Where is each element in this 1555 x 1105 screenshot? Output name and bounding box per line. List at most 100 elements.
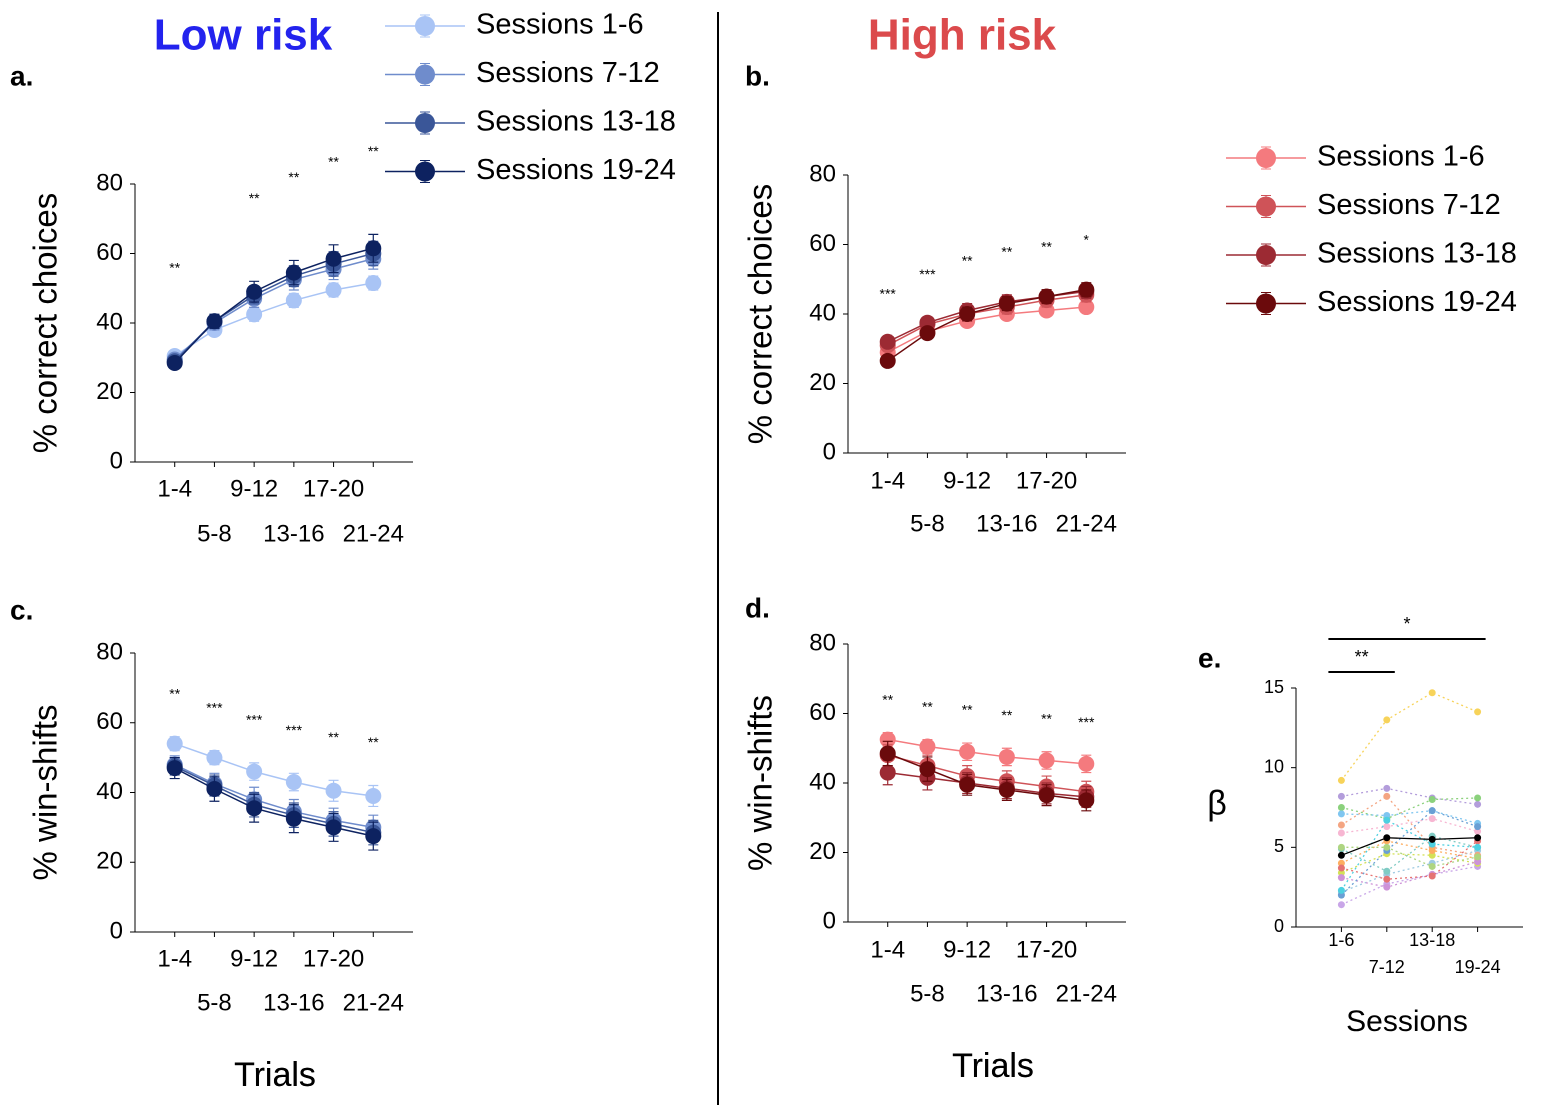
marker (365, 275, 382, 292)
legend-marker (1256, 293, 1276, 314)
series-line (174, 742, 374, 797)
x-tick-label: 13-16 (263, 520, 324, 547)
marker (325, 281, 342, 298)
panel-label: c. (10, 594, 33, 625)
marker (365, 787, 382, 804)
series-line (887, 294, 1087, 346)
x-tick-label: 21-24 (343, 989, 404, 1016)
marker (1337, 821, 1345, 829)
y-tick-label: 10 (1264, 756, 1284, 776)
y-tick-label: 60 (96, 708, 123, 735)
series-line (1340, 819, 1478, 891)
marker (919, 761, 936, 778)
y-axis-label: β (1207, 784, 1227, 822)
marker (365, 240, 382, 257)
x-tick-label: 5-8 (910, 510, 945, 537)
x-tick-label: 17-20 (303, 475, 364, 502)
series-line (1341, 835, 1478, 872)
marker (1038, 288, 1055, 305)
marker (1428, 796, 1436, 804)
marker (285, 264, 302, 281)
marker (1337, 829, 1345, 837)
y-tick-label: 80 (96, 638, 123, 665)
marker (1383, 792, 1391, 800)
marker (1428, 835, 1436, 843)
significance: ** (169, 260, 180, 276)
marker (1474, 800, 1482, 808)
marker (166, 735, 183, 752)
y-tick-label: 40 (809, 768, 836, 795)
marker (879, 764, 896, 781)
significance: ** (962, 702, 973, 718)
x-tick-label: 21-24 (1056, 510, 1117, 537)
marker (1383, 834, 1391, 842)
panel-label: e. (1198, 642, 1221, 673)
significance: ** (288, 169, 299, 185)
marker (325, 819, 342, 836)
marker (1078, 299, 1095, 316)
x-tick-label: 17-20 (1016, 467, 1077, 494)
y-tick-label: 0 (110, 917, 123, 944)
x-axis-label: Trials (952, 1047, 1034, 1085)
marker (285, 774, 302, 791)
marker (365, 828, 382, 845)
legend-label: Sessions 13-18 (476, 106, 676, 138)
series-line (1341, 865, 1478, 906)
significance: ** (1041, 238, 1052, 254)
series-line (1341, 861, 1478, 888)
legend-marker (1256, 196, 1276, 217)
group-title: Low risk (154, 11, 333, 60)
marker (325, 782, 342, 799)
legend-label: Sessions 7-12 (476, 57, 660, 89)
marker (166, 760, 183, 777)
series-line (1341, 817, 1478, 834)
x-axis-label: Sessions (1346, 1005, 1468, 1038)
x-tick-label: 1-4 (870, 467, 905, 494)
y-tick-label: 15 (1264, 677, 1284, 697)
marker (959, 306, 976, 322)
x-tick-label: 19-24 (1455, 957, 1501, 977)
marker (879, 731, 896, 748)
series-line (1341, 840, 1478, 864)
series-line (887, 288, 1087, 362)
marker (1474, 823, 1482, 831)
marker (325, 250, 342, 267)
series-line (174, 257, 374, 361)
marker (1337, 776, 1345, 784)
significance: *** (206, 699, 223, 715)
y-tick-label: 80 (809, 629, 836, 656)
series-line (1341, 837, 1478, 856)
series-line (1341, 787, 1478, 805)
y-tick-label: 60 (809, 230, 836, 257)
marker (1383, 823, 1391, 831)
x-tick-label: 9-12 (230, 945, 278, 972)
x-tick-label: 13-18 (1409, 930, 1455, 950)
y-tick-label: 40 (96, 308, 123, 335)
x-tick-label: 13-16 (976, 980, 1037, 1007)
y-tick-label: 40 (809, 299, 836, 326)
y-tick-label: 60 (809, 699, 836, 726)
marker (1474, 708, 1482, 716)
marker (879, 333, 896, 350)
marker (998, 781, 1015, 798)
y-tick-label: 20 (96, 378, 123, 405)
significance: ** (368, 734, 379, 750)
significance: ** (328, 729, 339, 745)
significance: *** (919, 266, 936, 282)
marker (1078, 755, 1095, 772)
x-tick-label: 9-12 (943, 467, 991, 494)
marker (206, 313, 223, 330)
marker (1337, 886, 1345, 894)
marker (959, 743, 976, 760)
panel-label: a. (10, 60, 33, 91)
marker (246, 763, 263, 780)
legend-label: Sessions 7-12 (1317, 189, 1501, 221)
series-line (887, 738, 1087, 765)
marker (1383, 843, 1391, 851)
panel-label: d. (745, 592, 770, 623)
series-line (1340, 809, 1478, 896)
series-line (174, 763, 374, 829)
marker (879, 745, 896, 762)
x-tick-label: 9-12 (230, 475, 278, 502)
x-tick-label: 17-20 (303, 945, 364, 972)
